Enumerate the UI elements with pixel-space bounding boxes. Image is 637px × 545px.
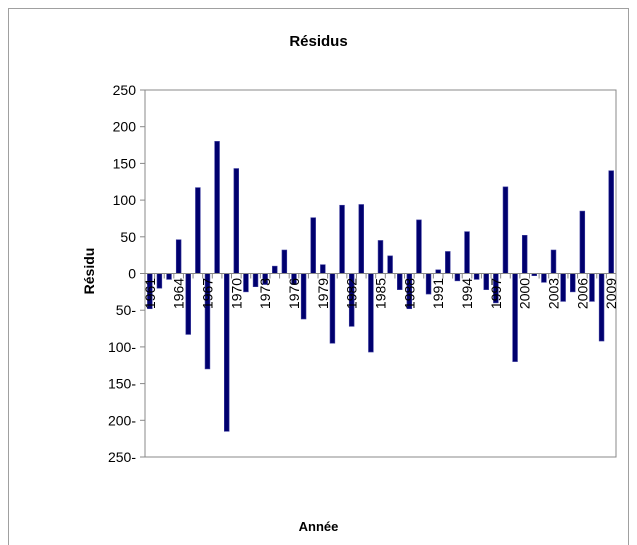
x-tick-label-1967: 1967	[199, 278, 215, 309]
x-tick-label-1994: 1994	[459, 278, 475, 309]
bar-2000	[521, 235, 528, 274]
x-axis: 1961 1964 1967 1970 1973 1976 1979 1982 1985 1988…	[142, 273, 619, 309]
y-tick-label: 200-	[108, 412, 136, 428]
x-tick-label-1961: 1961	[142, 278, 158, 309]
y-tick-label: 150-	[108, 376, 136, 392]
x-tick-label-1988: 1988	[401, 278, 417, 309]
y-tick-label: 250	[113, 82, 137, 98]
bar-1979	[320, 264, 326, 274]
y-tick-label: 150	[113, 155, 137, 171]
y-tick-label: 50	[120, 229, 136, 245]
y-tick-label: 0	[128, 266, 136, 282]
bar-1983	[358, 204, 364, 274]
bar-1974	[272, 265, 278, 274]
x-tick-label-1970: 1970	[228, 278, 244, 309]
y-tick-label: 100	[113, 192, 137, 208]
bar-1998	[502, 186, 509, 274]
y-tick-label: 50-	[116, 302, 137, 318]
bar-2003	[550, 249, 557, 274]
x-tick-label-1964: 1964	[171, 278, 187, 309]
x-tick-label-2009: 2009	[603, 278, 619, 309]
x-tick-label-2000: 2000	[517, 278, 533, 309]
x-tick-label-1976: 1976	[286, 278, 302, 309]
chart-frame	[8, 8, 629, 545]
bar-2009	[608, 170, 614, 274]
bars	[147, 141, 614, 432]
bar-1986	[387, 255, 393, 274]
bar-1992	[445, 251, 451, 274]
x-axis-label: Année	[298, 519, 339, 534]
y-tick-label: 200	[113, 119, 137, 135]
x-tick-label-1979: 1979	[315, 278, 331, 309]
bar-1966	[195, 187, 201, 274]
x-tick-label-1985: 1985	[373, 278, 389, 309]
x-tick-label-1982: 1982	[344, 278, 360, 309]
x-tick-label-1997: 1997	[488, 278, 504, 309]
bar-1964	[175, 239, 182, 274]
x-tick-label-2003: 2003	[546, 278, 562, 309]
bar-1975	[281, 249, 288, 274]
bar-1985	[377, 240, 384, 274]
bar-1968	[214, 141, 220, 274]
x-tick-label-1991: 1991	[430, 278, 446, 309]
bar-1970	[233, 168, 240, 274]
bar-1989	[416, 219, 422, 274]
bar-2006	[579, 210, 586, 274]
y-axis: 250 200 150 100 50 0 50- 100- 150- 200- 250-	[108, 82, 145, 465]
bar-1978	[310, 217, 316, 274]
chart-title: Résidus	[289, 33, 348, 50]
x-tick-label-2006: 2006	[574, 278, 590, 309]
y-tick-label: 250-	[108, 449, 136, 465]
bar-1981	[339, 204, 345, 274]
bar-1991	[435, 269, 441, 274]
x-tick-label-1973: 1973	[257, 278, 273, 309]
bar-1994	[464, 231, 470, 274]
y-tick-label: 100-	[108, 339, 136, 355]
